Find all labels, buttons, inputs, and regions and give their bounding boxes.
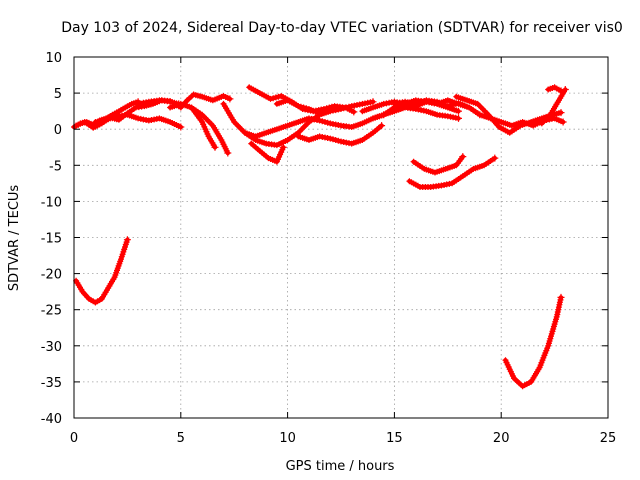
- point-arc-17-end: [557, 109, 565, 117]
- point-arc-10-2-1: [270, 95, 277, 102]
- y-axis-label: SDTVAR / TECUs: [7, 185, 22, 292]
- point-arc-8-end: [369, 98, 377, 106]
- series-arc-23: [502, 293, 565, 390]
- y-tick-label-9: -35: [41, 376, 62, 391]
- series-arc-11: [273, 97, 324, 117]
- grid: [74, 57, 608, 418]
- series-arc-22: [73, 236, 131, 306]
- y-tick-label-4: -10: [41, 195, 62, 210]
- point-arc-10-end: [350, 108, 358, 116]
- series-arc-4: [135, 91, 234, 111]
- point-arc-10-7-3: [328, 103, 335, 110]
- point-arc-23-end: [557, 293, 565, 301]
- y-tick-label-0: 10: [45, 51, 62, 66]
- point-arc-7-9-3: [324, 119, 331, 126]
- y-tick-label-1: 5: [54, 87, 62, 102]
- point-arc-5-end: [211, 143, 219, 151]
- point-arc-7-9-1: [319, 118, 326, 125]
- series-arc-15: [380, 104, 462, 122]
- point-arc-16-5-2: [450, 101, 457, 108]
- point-arc-12-3-1: [330, 136, 336, 143]
- x-tick-label-2: 10: [279, 431, 296, 446]
- chart-title: Day 103 of 2024, Sidereal Day-to-day VTE…: [61, 20, 623, 36]
- series-arc-9: [248, 140, 287, 165]
- series-arc-20: [538, 86, 569, 127]
- point-arc-9-end: [279, 143, 287, 151]
- point-arc-4-end: [226, 95, 234, 103]
- series-group: [71, 84, 569, 390]
- point-arc-10-7-1: [323, 105, 330, 112]
- y-tick-label-3: -5: [49, 159, 62, 174]
- series-arc-6: [188, 104, 232, 157]
- point-arc-11-2-2: [300, 104, 307, 111]
- x-tick-label-1: 5: [177, 431, 185, 446]
- y-tick-label-5: -15: [41, 232, 62, 247]
- point-arc-12-end: [378, 122, 386, 130]
- point-arc-16-5-0: [444, 103, 451, 110]
- x-tick-label-3: 15: [386, 431, 403, 446]
- y-tick-label-6: -20: [41, 268, 62, 283]
- point-arc-10-7-0: [320, 106, 327, 112]
- tick-group: 0 5 10 15 20 25 10 5 0 -5 -10 -15 -20 -25 -30 -35 -40: [41, 51, 617, 446]
- point-arc-12-3-3: [335, 137, 342, 144]
- point-arc-7-9-0: [316, 117, 323, 124]
- point-arc-11-2-1: [297, 103, 304, 110]
- series-arc-21: [545, 84, 565, 95]
- y-tick-label-7: -25: [41, 304, 62, 319]
- series-arc-12: [295, 122, 386, 147]
- point-arc-12-3-0: [327, 135, 334, 142]
- point-arc-19-end: [491, 154, 499, 162]
- series-arc-3: [92, 111, 185, 131]
- y-tick-label-10: -40: [41, 412, 62, 427]
- point-arc-18-end: [459, 153, 467, 161]
- series-arc-18: [410, 153, 467, 176]
- x-tick-label-5: 25: [600, 431, 617, 446]
- point-arc-3-end: [177, 123, 185, 131]
- x-tick-label-0: 0: [70, 431, 78, 446]
- series-arc-19: [406, 154, 499, 190]
- y-tick-label-8: -30: [41, 340, 62, 355]
- point-arc-21-end: [557, 87, 565, 95]
- x-axis-label: GPS time / hours: [286, 459, 395, 474]
- point-arc-11-2-3: [303, 105, 310, 112]
- point-arc-10-2-0: [267, 95, 274, 102]
- y-tick-label-2: 0: [54, 123, 62, 138]
- point-arc-13-end: [455, 107, 462, 115]
- point-arc-22-end: [123, 236, 131, 244]
- point-arc-6-end: [224, 149, 232, 157]
- point-arc-20-end: [561, 86, 569, 93]
- point-arc-15-end: [455, 114, 462, 122]
- point-arc-11-end: [316, 109, 324, 117]
- point-arc-16-end: [559, 118, 567, 126]
- x-tick-label-4: 20: [493, 431, 510, 446]
